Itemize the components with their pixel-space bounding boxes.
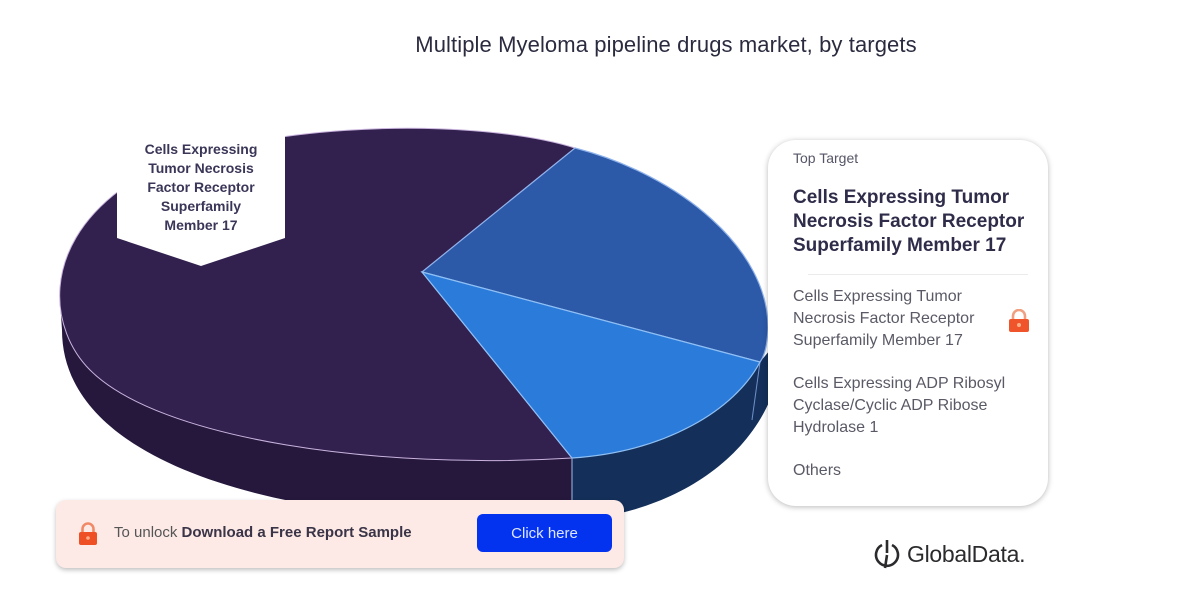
banner-text: To unlock Download a Free Report Sample (114, 524, 412, 541)
callout-line: Superfamily (160, 198, 242, 214)
globaldata-logo: GlobalData. (873, 538, 1025, 570)
legend-line: Superfamily Member 17 (793, 332, 963, 349)
callout-text: Cells Expressing Tumor Necrosis Factor R… (117, 140, 285, 235)
legend-line: Hydrolase 1 (793, 419, 879, 436)
top-target-line: Superfamily Member 17 (793, 235, 1007, 256)
pie-side-purple (60, 300, 572, 522)
slice-callout: Cells Expressing Tumor Necrosis Factor R… (117, 128, 285, 266)
globaldata-logo-icon (874, 540, 900, 569)
top-target-name: Cells Expressing Tumor Necrosis Factor R… (793, 186, 1043, 258)
banner-prefix: To unlock (114, 524, 182, 541)
legend-item-bcma[interactable]: Cells Expressing Tumor Necrosis Factor R… (793, 286, 1013, 352)
chart-title-text: Multiple Myeloma pipeline drugs market, … (415, 32, 917, 57)
legend-line: Cyclase/Cyclic ADP Ribose (793, 397, 988, 414)
banner-bold-text: Download a Free Report Sample (181, 524, 412, 541)
legend-line: Cells Expressing ADP Ribosyl (793, 375, 1006, 392)
callout-line: Tumor Necrosis (148, 160, 254, 176)
legend-line: Others (793, 462, 842, 479)
card-divider (808, 274, 1028, 275)
callout-line: Member 17 (164, 217, 238, 233)
chart-title: Multiple Myeloma pipeline drugs market, … (0, 32, 1200, 58)
pie-slice-cd38[interactable] (420, 270, 761, 459)
lock-icon[interactable] (1008, 308, 1030, 338)
callout-shape (117, 128, 285, 266)
legend-item-cd38[interactable]: Cells Expressing ADP Ribosyl Cyclase/Cyc… (793, 373, 1013, 439)
click-here-button[interactable]: Click here (477, 514, 612, 552)
pie-slice-others[interactable] (420, 147, 769, 363)
callout-line: Factor Receptor (147, 179, 255, 195)
card-label: Top Target (793, 150, 859, 166)
top-target-line: Necrosis Factor Receptor (793, 211, 1025, 232)
callout-line: Cells Expressing (144, 141, 258, 157)
legend-line: Cells Expressing Tumor (793, 288, 962, 305)
top-target-line: Cells Expressing Tumor (793, 187, 1010, 208)
lock-icon (78, 522, 98, 551)
legend-line: Necrosis Factor Receptor (793, 310, 975, 327)
legend-item-others[interactable]: Others (793, 460, 1013, 482)
unlock-banner: To unlock Download a Free Report Sample … (56, 500, 624, 568)
logo-text: GlobalData. (907, 540, 1026, 567)
pie-side-edge (751, 361, 761, 421)
top-target-card: Top Target Cells Expressing Tumor Necros… (768, 140, 1048, 506)
